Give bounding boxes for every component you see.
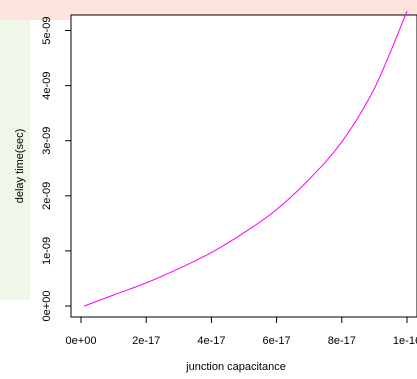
y-axis: 0e+00 1e-09 2e-09 3e-09 4e-09 5e-09 [41,16,72,322]
x-axis: 0e+00 2e-17 4e-17 6e-17 8e-17 1e-16 [66,316,417,347]
y-tick-label: 4e-09 [41,72,53,100]
x-tick-label: 0e+00 [66,335,97,347]
y-axis-title: delay time(sec) [14,129,26,204]
x-tick-label: 8e-17 [328,335,356,347]
y-tick-label: 0e+00 [41,291,53,322]
x-tick-label: 1e-16 [393,335,417,347]
y-tick-label: 1e-09 [41,237,53,265]
y-tick-label: 3e-09 [41,127,53,155]
plot-frame [70,14,417,318]
series-layer [84,11,408,307]
x-tick-label: 6e-17 [263,335,291,347]
x-tick-label: 4e-17 [197,335,225,347]
y-tick-label: 2e-09 [41,182,53,210]
y-tick-label: 5e-09 [41,16,53,44]
series-line-0 [84,11,408,307]
x-tick-label: 2e-17 [132,335,160,347]
x-axis-title: junction capacitance [185,361,286,373]
